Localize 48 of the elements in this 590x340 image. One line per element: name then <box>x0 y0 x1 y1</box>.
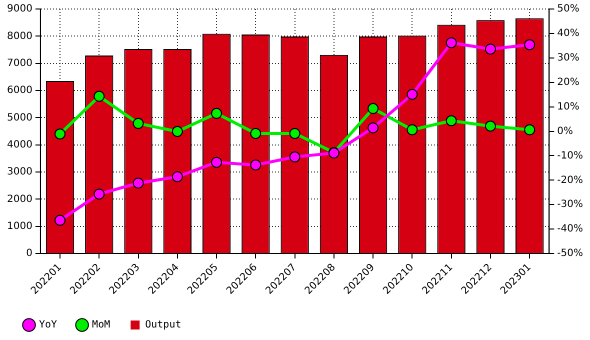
y2-tick-label: 40% <box>557 28 580 40</box>
y-tick-label: 2000 <box>6 194 32 205</box>
point <box>406 124 418 136</box>
point <box>406 88 418 100</box>
point <box>446 115 457 126</box>
y-tick-label: 9000 <box>6 4 32 15</box>
y2-tick-label: 50% <box>557 4 580 15</box>
point <box>484 44 496 55</box>
y2-tick-label: -20% <box>557 174 584 186</box>
point <box>524 124 536 136</box>
point <box>94 188 105 200</box>
point <box>289 151 300 162</box>
point <box>211 108 222 119</box>
y-tick-label: 6000 <box>6 85 32 96</box>
y2-tick-label: 20% <box>557 76 580 88</box>
y2-tick-label: 30% <box>557 52 580 64</box>
point <box>132 178 144 189</box>
point <box>446 37 457 48</box>
y2-tick-label: -10% <box>557 150 584 162</box>
point <box>250 160 262 171</box>
point <box>54 128 66 140</box>
y-tick-label: 3000 <box>6 166 32 178</box>
point <box>368 103 379 114</box>
point <box>172 171 183 182</box>
y2-tick-label: 10% <box>557 101 580 112</box>
point <box>368 122 379 134</box>
y-tick-label: 4000 <box>6 139 32 150</box>
y-tick-label: 0 <box>26 248 32 260</box>
y-tick-label: 7000 <box>6 58 32 69</box>
point <box>289 128 300 139</box>
point <box>250 128 262 139</box>
point <box>484 120 496 132</box>
y2-tick-label: 0% <box>557 126 574 137</box>
legend-label: MoM <box>92 320 110 331</box>
y-tick-label: 1000 <box>6 220 32 232</box>
y2-tick-label: -50% <box>557 248 584 260</box>
legend-label: Output <box>145 320 182 331</box>
point <box>132 118 144 129</box>
point <box>54 214 66 226</box>
legend-label: YoY <box>39 320 58 331</box>
y2-tick-label: -30% <box>557 199 584 210</box>
point <box>524 39 536 50</box>
y-tick-label: 8000 <box>6 30 32 42</box>
y2-tick-label: -40% <box>557 224 584 235</box>
point <box>211 156 222 168</box>
point <box>94 90 105 102</box>
point <box>172 126 183 138</box>
y-tick-label: 5000 <box>6 112 32 124</box>
